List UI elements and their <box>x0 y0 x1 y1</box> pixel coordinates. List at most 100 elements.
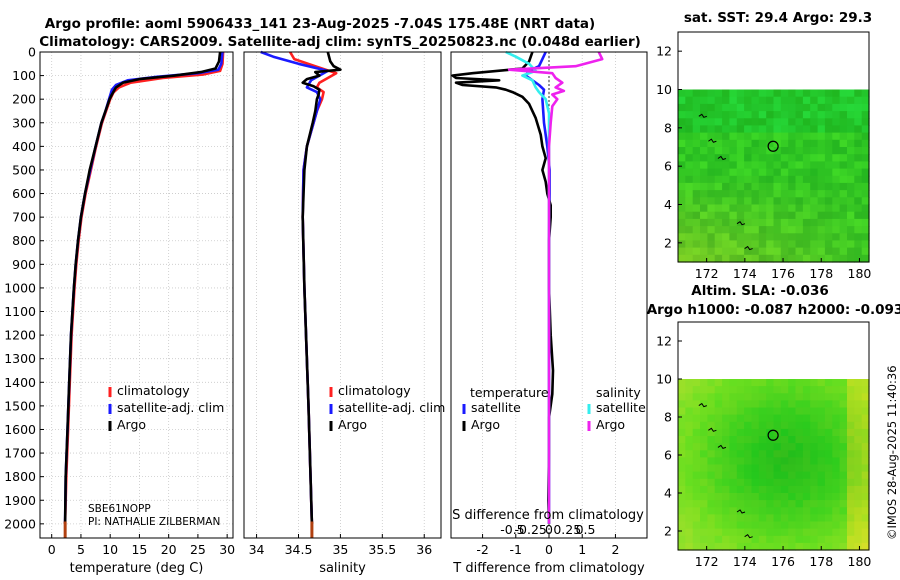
map-cell <box>780 542 789 551</box>
map-cell <box>736 96 745 105</box>
map-cell <box>810 111 819 119</box>
map-cell <box>729 478 738 487</box>
island-outline <box>744 245 753 251</box>
map-cell <box>847 182 855 191</box>
map-cell <box>678 428 686 437</box>
map-cell <box>861 118 870 127</box>
map-cell <box>824 535 833 544</box>
map-cell <box>817 233 826 242</box>
map-cell <box>707 190 716 198</box>
map-cell <box>810 471 819 480</box>
map-cell <box>722 500 730 508</box>
map-cell <box>780 154 789 162</box>
map-cell <box>700 414 708 423</box>
title-line1: Argo profile: aoml 5906433_141 23-Aug-20… <box>45 16 595 32</box>
map-cell <box>766 96 775 105</box>
map-cell <box>729 168 738 177</box>
map-cell <box>700 500 708 508</box>
x-tick-label: -1 <box>510 542 522 557</box>
map-cell <box>802 535 811 544</box>
y-tick-label: 4 <box>664 197 672 212</box>
map-cell <box>678 535 686 544</box>
pi-label: PI: NATHALIE ZILBERMAN <box>88 516 220 528</box>
map-cell <box>744 393 752 401</box>
map-cell <box>839 528 848 537</box>
map-cell <box>678 118 686 127</box>
map-cell <box>758 521 767 530</box>
map-cell <box>832 478 841 487</box>
map-cell <box>810 400 819 409</box>
map-cell <box>802 89 811 98</box>
map-cell <box>839 247 848 256</box>
map-cell <box>832 190 841 198</box>
map-cell <box>729 379 738 387</box>
map-cell <box>847 132 855 141</box>
map-cell <box>847 464 855 473</box>
map-cell <box>758 125 767 134</box>
map-cell <box>788 457 797 466</box>
map-cell <box>685 436 694 444</box>
map-cell <box>861 132 870 141</box>
map-cell <box>744 386 752 394</box>
map-cell <box>810 218 819 227</box>
map-cell <box>847 535 855 544</box>
map-cell <box>685 514 694 523</box>
map-cell <box>847 240 855 249</box>
map-cell <box>861 485 870 494</box>
map-cell <box>788 393 797 401</box>
map-cell <box>714 118 723 127</box>
map-cell <box>707 514 716 523</box>
map-cell <box>751 478 760 487</box>
map-cell <box>810 233 819 242</box>
map-cell <box>847 528 855 537</box>
map-cell <box>824 528 833 537</box>
map-cell <box>832 514 841 523</box>
map-cell <box>795 147 804 155</box>
map-cell <box>714 436 723 444</box>
map-cell <box>758 464 767 473</box>
map-cell <box>685 393 694 401</box>
map-cell <box>832 147 841 155</box>
map-cell <box>773 247 782 256</box>
map-cell <box>722 103 730 112</box>
map-cell <box>839 457 848 466</box>
map-cell <box>729 464 738 473</box>
map-cell <box>854 190 863 198</box>
map-cell <box>788 450 797 458</box>
map-cell <box>802 457 811 466</box>
map-cell <box>861 436 870 444</box>
y-tick-label: 10 <box>656 372 672 387</box>
map-cell <box>766 161 775 170</box>
map-cell <box>736 247 745 256</box>
map-cell <box>847 161 855 170</box>
map-cell <box>707 161 716 170</box>
map-cell <box>817 161 826 170</box>
map-cell <box>714 379 723 387</box>
legend-label: satellite-adj. clim <box>117 400 224 415</box>
map-cell <box>758 386 767 394</box>
map-cell <box>758 421 767 430</box>
map-cell <box>678 379 686 387</box>
map-cell <box>714 514 723 523</box>
map-cell <box>729 240 738 249</box>
map-cell <box>766 450 775 458</box>
map-cell <box>854 464 863 473</box>
map-cell <box>736 111 745 119</box>
map-cell <box>722 393 730 401</box>
map-cell <box>700 175 708 184</box>
map-cell <box>766 197 775 206</box>
map-cell <box>788 89 797 98</box>
map-cell <box>847 139 855 148</box>
map-cell <box>707 542 716 551</box>
map-cell <box>707 528 716 537</box>
map-cell <box>744 443 752 451</box>
map-cell <box>678 211 686 220</box>
map-cell <box>722 514 730 523</box>
map-cell <box>736 89 745 98</box>
map-cell <box>795 118 804 127</box>
map-cell <box>758 247 767 256</box>
map-cell <box>861 147 870 155</box>
map-cell <box>758 218 767 227</box>
map-cell <box>788 528 797 537</box>
map-cell <box>854 471 863 480</box>
